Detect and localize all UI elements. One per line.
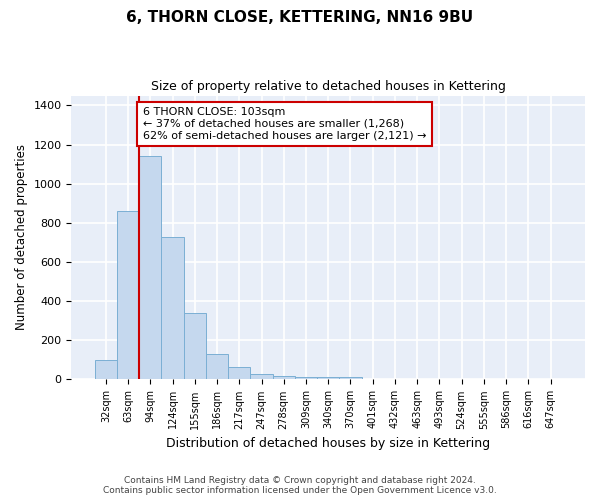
Bar (117, 211, 139, 380)
Text: 6, THORN CLOSE, KETTERING, NN16 9BU: 6, THORN CLOSE, KETTERING, NN16 9BU (127, 10, 473, 25)
Bar (272, 376, 295, 380)
X-axis label: Distribution of detached houses by size in Kettering: Distribution of detached houses by size … (166, 437, 490, 450)
Bar (317, 378, 340, 380)
Bar (206, 354, 228, 380)
Title: Size of property relative to detached houses in Kettering: Size of property relative to detached ho… (151, 80, 506, 93)
Bar (340, 378, 362, 380)
Bar (250, 374, 272, 380)
Text: 6 THORN CLOSE: 103sqm
← 37% of detached houses are smaller (1,268)
62% of semi-d: 6 THORN CLOSE: 103sqm ← 37% of detached … (143, 108, 426, 140)
Y-axis label: Number of detached properties: Number of detached properties (15, 144, 28, 330)
Text: Contains HM Land Registry data © Crown copyright and database right 2024.
Contai: Contains HM Land Registry data © Crown c… (103, 476, 497, 495)
Bar (139, 156, 161, 380)
Bar (184, 313, 206, 380)
Bar (95, 360, 117, 380)
Bar (161, 236, 184, 380)
Bar (228, 366, 250, 380)
Bar (295, 376, 317, 380)
